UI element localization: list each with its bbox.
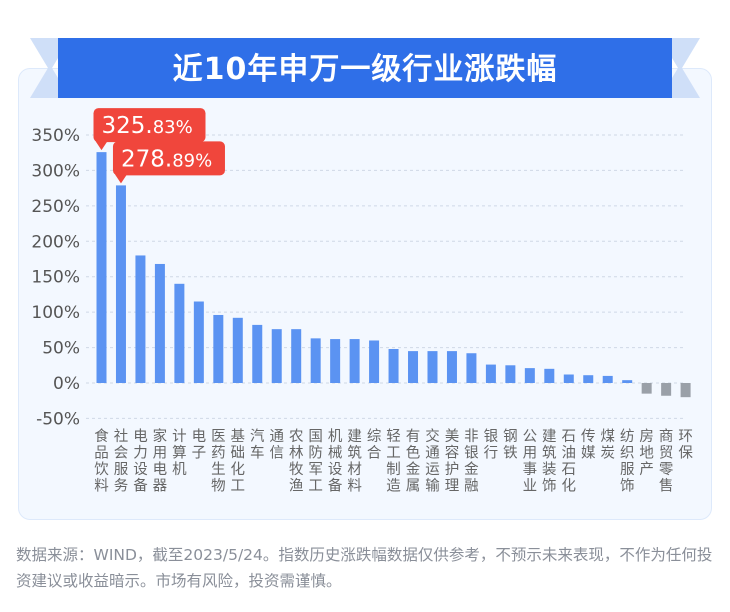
title-banner bbox=[30, 38, 700, 98]
bar bbox=[446, 351, 457, 383]
x-tick-label: 环保 bbox=[678, 429, 693, 462]
x-tick-label: 国防军工 bbox=[308, 429, 323, 495]
bar bbox=[310, 338, 321, 383]
bar bbox=[174, 283, 185, 383]
x-tick-label: 通信 bbox=[269, 428, 284, 462]
bar bbox=[602, 375, 613, 383]
bar bbox=[485, 364, 496, 383]
callout-pointer bbox=[95, 141, 108, 151]
bar bbox=[154, 263, 165, 383]
x-tick-label: 非银金融 bbox=[464, 428, 479, 495]
bar bbox=[213, 314, 224, 383]
value-label: 325.83% bbox=[102, 113, 193, 139]
x-tick-label: 交通运输 bbox=[425, 427, 440, 495]
bar bbox=[115, 185, 126, 383]
x-tick-label: 轻工制造 bbox=[386, 428, 401, 495]
x-tick-label: 建筑装饰 bbox=[542, 428, 557, 495]
bar bbox=[330, 339, 341, 383]
bar bbox=[252, 324, 263, 383]
x-tick-label: 社会服务 bbox=[114, 428, 129, 495]
y-tick-label: 300% bbox=[31, 161, 80, 181]
y-tick-label: 0% bbox=[53, 374, 80, 394]
bar bbox=[661, 383, 672, 396]
x-tick-label: 煤炭 bbox=[600, 428, 615, 462]
x-tick-label: 综合 bbox=[367, 428, 382, 462]
bar bbox=[641, 383, 652, 394]
bar bbox=[271, 329, 282, 383]
bar bbox=[291, 329, 302, 383]
bar bbox=[369, 340, 380, 383]
x-tick-label: 家用电器 bbox=[153, 428, 168, 495]
value-callout bbox=[93, 108, 206, 143]
value-callout bbox=[112, 141, 225, 176]
source-footnote: 数据来源：WIND，截至2023/5/24。指数历史涨跌幅数据仅供参考，不预示未… bbox=[16, 546, 713, 590]
x-tick-label: 美容护理 bbox=[445, 428, 460, 495]
bar bbox=[524, 368, 535, 383]
bar bbox=[193, 301, 204, 383]
x-tick-label: 食品饮料 bbox=[94, 428, 109, 495]
x-tick-label: 传媒 bbox=[581, 428, 596, 462]
x-tick-label: 基础化工 bbox=[231, 428, 246, 495]
bar bbox=[680, 383, 691, 398]
banner-body bbox=[58, 38, 672, 98]
x-tick-label: 机械设备 bbox=[328, 428, 343, 495]
x-tick-label: 公用事业 bbox=[523, 429, 538, 495]
bar bbox=[388, 348, 399, 383]
bar bbox=[583, 375, 594, 383]
x-tick-label: 房地产 bbox=[639, 428, 654, 478]
y-tick-label: 150% bbox=[31, 268, 80, 288]
x-tick-label: 建筑材料 bbox=[347, 428, 362, 495]
y-tick-label: 250% bbox=[31, 197, 80, 217]
x-tick-label: 纺织服饰 bbox=[620, 428, 635, 495]
bar bbox=[563, 374, 574, 383]
x-tick-label: 电子 bbox=[192, 428, 207, 462]
bar bbox=[466, 353, 477, 383]
y-tick-label: 100% bbox=[31, 303, 80, 323]
bar bbox=[349, 339, 360, 383]
bar bbox=[505, 365, 516, 383]
value-label: 278.89% bbox=[121, 146, 212, 172]
x-tick-label: 钢铁 bbox=[503, 428, 518, 462]
x-tick-label: 农林牧渔 bbox=[289, 428, 304, 495]
x-tick-label: 有色金属 bbox=[406, 428, 421, 495]
chart-title: 近10年申万一级行业涨跌幅 bbox=[172, 52, 558, 87]
x-tick-label: 石油石化 bbox=[562, 429, 577, 495]
x-tick-label: 医药生物 bbox=[211, 429, 226, 495]
x-tick-label: 电力设备 bbox=[133, 428, 148, 495]
bar bbox=[135, 255, 146, 383]
bar bbox=[544, 368, 555, 383]
bar bbox=[622, 380, 633, 383]
x-tick-label: 计算机 bbox=[172, 428, 187, 478]
x-tick-label: 商贸零售 bbox=[659, 428, 674, 495]
bar bbox=[96, 152, 107, 383]
y-tick-label: 200% bbox=[31, 232, 80, 252]
y-tick-label: 350% bbox=[31, 126, 80, 146]
y-tick-label: 50% bbox=[42, 339, 80, 359]
bar bbox=[408, 351, 419, 383]
x-tick-label: 银行 bbox=[484, 428, 499, 462]
bar bbox=[427, 351, 438, 383]
bar bbox=[232, 317, 243, 383]
x-tick-label: 汽车 bbox=[250, 428, 265, 462]
y-tick-label: -50% bbox=[36, 409, 80, 429]
callout-pointer bbox=[114, 174, 127, 184]
